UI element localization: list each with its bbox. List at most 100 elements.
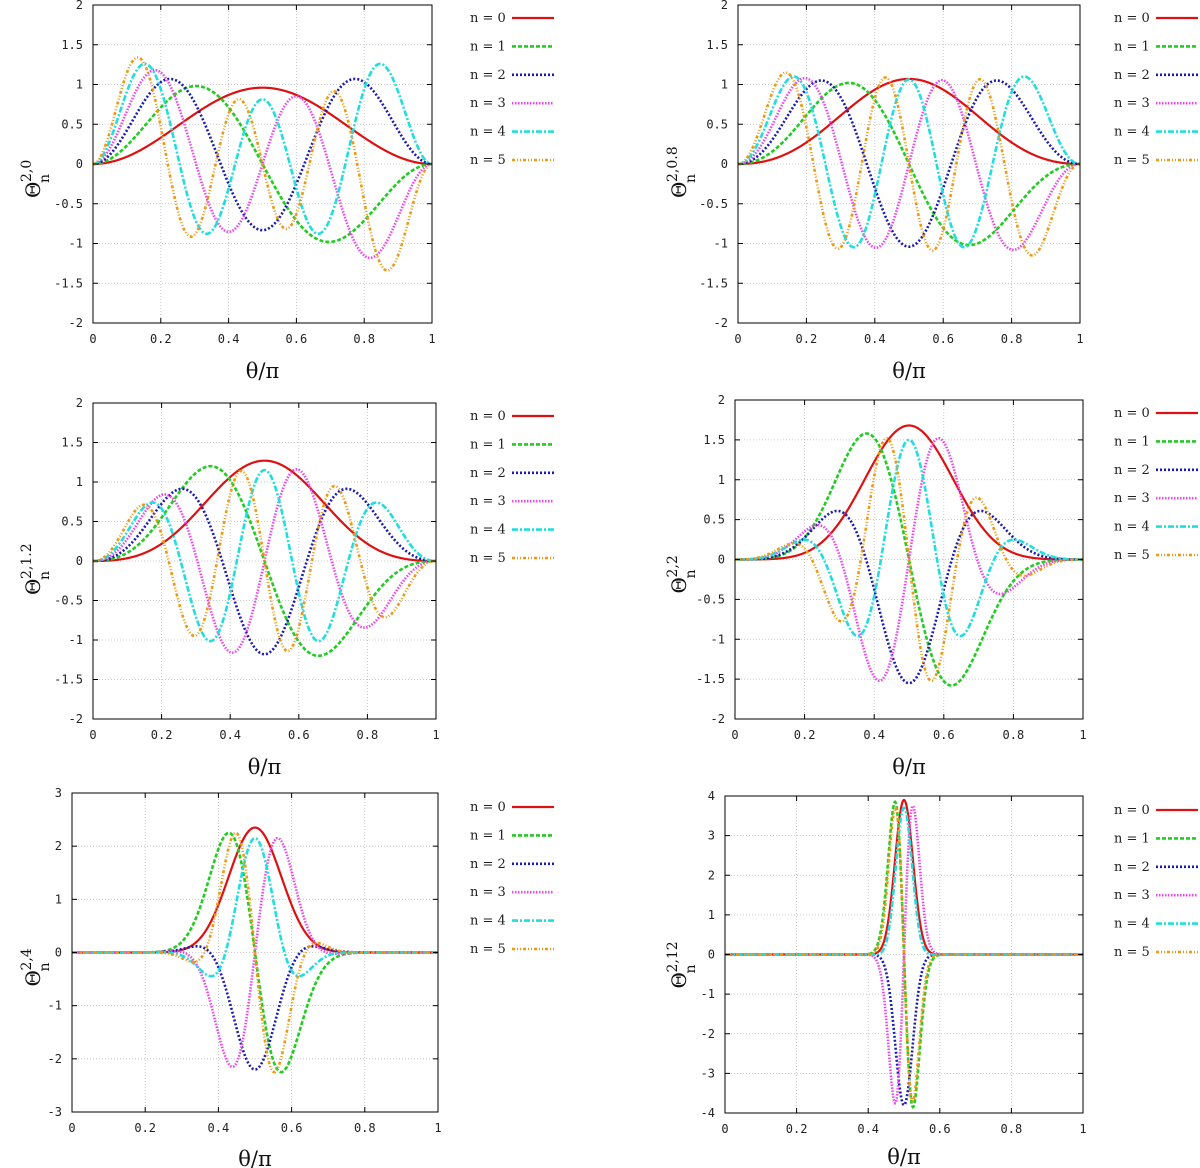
x-tick-label: 0.8	[357, 728, 379, 742]
y-tick-label: 0.5	[703, 513, 725, 527]
y-tick-label: 1.5	[703, 433, 725, 447]
x-tick-label: 0.6	[929, 1122, 951, 1136]
y-tick-label: 2	[721, 0, 728, 12]
x-tick-label: 0	[68, 1121, 75, 1135]
y-tick-label: -1	[701, 987, 715, 1001]
y-tick-label: 1	[76, 475, 83, 489]
x-tick-label: 1	[1079, 1122, 1086, 1136]
y-axis-label-sup: 2,2	[665, 555, 681, 577]
x-tick-label: 1	[1076, 332, 1083, 346]
y-tick-label: 4	[708, 789, 715, 803]
y-tick-label: 1	[721, 78, 728, 92]
y-tick-label: 0	[76, 157, 83, 171]
x-tick-label: 0.4	[864, 332, 886, 346]
legend-label-4: n = 4	[1114, 125, 1150, 140]
y-tick-label: -0.5	[54, 594, 83, 608]
series-line-0	[725, 798, 1083, 956]
x-tick-label: 0.4	[218, 332, 240, 346]
y-tick-label: 0	[76, 554, 83, 568]
legend-label-2: n = 2	[1114, 860, 1150, 875]
chart-panel-bottom-right: 0 0.2 0.4 0.6 0.8 1 -4 -3 -2 -1 0 1 2 3 4 θ/π Θn2,12 n = …	[665, 789, 1198, 1168]
y-axis-label: Θn2,4	[19, 948, 53, 986]
series-line-5	[737, 71, 1081, 257]
x-tick-label: 0.2	[134, 1121, 156, 1135]
x-tick-label: 0.6	[281, 1121, 303, 1135]
y-tick-label: 1.5	[61, 436, 83, 450]
y-axis-label-sup: 2,4	[19, 948, 35, 970]
y-tick-label: -2	[48, 1052, 62, 1066]
x-tick-label: 0.4	[208, 1121, 230, 1135]
x-tick-label: 0.4	[863, 728, 885, 742]
y-tick-label: -1	[711, 632, 725, 646]
x-tick-label: 0.4	[857, 1122, 879, 1136]
y-tick-label: -1	[69, 237, 83, 251]
x-tick-label: 0.8	[354, 1121, 376, 1135]
chart-panel-top-left: 0 0.2 0.4 0.6 0.8 1 -2 -1.5 -1 -0.5 0 0.5 1 1.5 2 θ/π Θn…	[19, 0, 554, 383]
y-tick-label: -2	[69, 316, 83, 330]
chart-panel-middle-right: 0 0.2 0.4 0.6 0.8 1 -2 -1.5 -1 -0.5 0 0.5 1 1.5 2 θ/π Θn…	[665, 393, 1198, 779]
series-line-2	[737, 79, 1081, 248]
series-line-2	[92, 77, 433, 232]
x-tick-label: 0.6	[286, 332, 308, 346]
legend-label-4: n = 4	[1114, 520, 1150, 535]
x-tick-label: 0.6	[932, 332, 954, 346]
y-tick-label: 2	[76, 396, 83, 410]
y-tick-label: -2	[701, 1027, 715, 1041]
y-axis-label-sup: 2,0	[19, 160, 35, 182]
y-tick-label: 1	[55, 892, 62, 906]
y-tick-label: -0.5	[54, 197, 83, 211]
legend-label-5: n = 5	[470, 153, 506, 168]
x-tick-label: 0	[721, 1122, 728, 1136]
x-axis-label: θ/π	[238, 1147, 272, 1168]
x-tick-label: 0.8	[353, 332, 375, 346]
y-axis-label-sup: 2,1.2	[19, 543, 35, 579]
x-tick-label: 0	[731, 728, 738, 742]
legend-label-1: n = 1	[470, 828, 506, 843]
y-tick-label: 2	[76, 0, 83, 12]
chart-panel-top-right: 0 0.2 0.4 0.6 0.8 1 -2 -1.5 -1 -0.5 0 0.5 1 1.5 2 θ/π Θn…	[665, 0, 1198, 383]
y-tick-label: -0.5	[699, 197, 728, 211]
legend-label-4: n = 4	[1114, 917, 1150, 932]
y-tick-label: 2	[708, 868, 715, 882]
y-tick-label: 1	[76, 78, 83, 92]
legend-label-0: n = 0	[1114, 406, 1150, 421]
y-axis-label-sub: n	[37, 962, 53, 971]
x-tick-label: 0.8	[1003, 728, 1025, 742]
legend-label-2: n = 2	[1114, 463, 1150, 478]
y-axis-label: Θn2,2	[665, 555, 699, 593]
x-tick-label: 0.4	[219, 728, 241, 742]
legend-label-2: n = 2	[1114, 68, 1150, 83]
y-axis-label: Θn2,0.8	[665, 146, 699, 198]
series-line-5	[72, 831, 438, 1074]
chart-panel-bottom-left: 0 0.2 0.4 0.6 0.8 1 -3 -2 -1 0 1 2 3 θ/π Θn2,4 n = 0 n =…	[19, 786, 554, 1168]
y-axis-label-sub: n	[683, 174, 699, 183]
legend-label-3: n = 3	[1114, 888, 1150, 903]
y-axis-label-symbol: Θ	[667, 182, 691, 198]
legend-label-2: n = 2	[470, 466, 506, 481]
y-axis-label-sub: n	[37, 174, 53, 183]
series-line-4	[737, 75, 1081, 249]
y-tick-label: -2	[711, 712, 725, 726]
series-line-5	[92, 56, 433, 272]
y-tick-label: 1.5	[706, 38, 728, 52]
legend-label-3: n = 3	[1114, 96, 1150, 111]
y-axis-label-sub: n	[683, 569, 699, 578]
legend-label-0: n = 0	[1114, 803, 1150, 818]
x-tick-label: 0.6	[933, 728, 955, 742]
y-axis-label-symbol: Θ	[21, 182, 45, 198]
x-tick-label: 1	[1079, 728, 1086, 742]
y-tick-label: -1	[48, 999, 62, 1013]
y-axis-label-sup: 2,0.8	[665, 146, 681, 182]
y-tick-label: 3	[55, 786, 62, 800]
series-line-1	[92, 84, 433, 244]
y-axis-label: Θn2,12	[665, 941, 699, 988]
y-axis-label: Θn2,0	[19, 160, 53, 198]
legend-label-0: n = 0	[470, 409, 506, 424]
x-tick-label: 0.8	[1001, 332, 1023, 346]
legend-label-1: n = 1	[1114, 434, 1150, 449]
y-tick-label: 0	[708, 948, 715, 962]
x-axis-label: θ/π	[892, 359, 926, 383]
x-tick-label: 1	[428, 332, 435, 346]
y-tick-label: 1.5	[61, 38, 83, 52]
